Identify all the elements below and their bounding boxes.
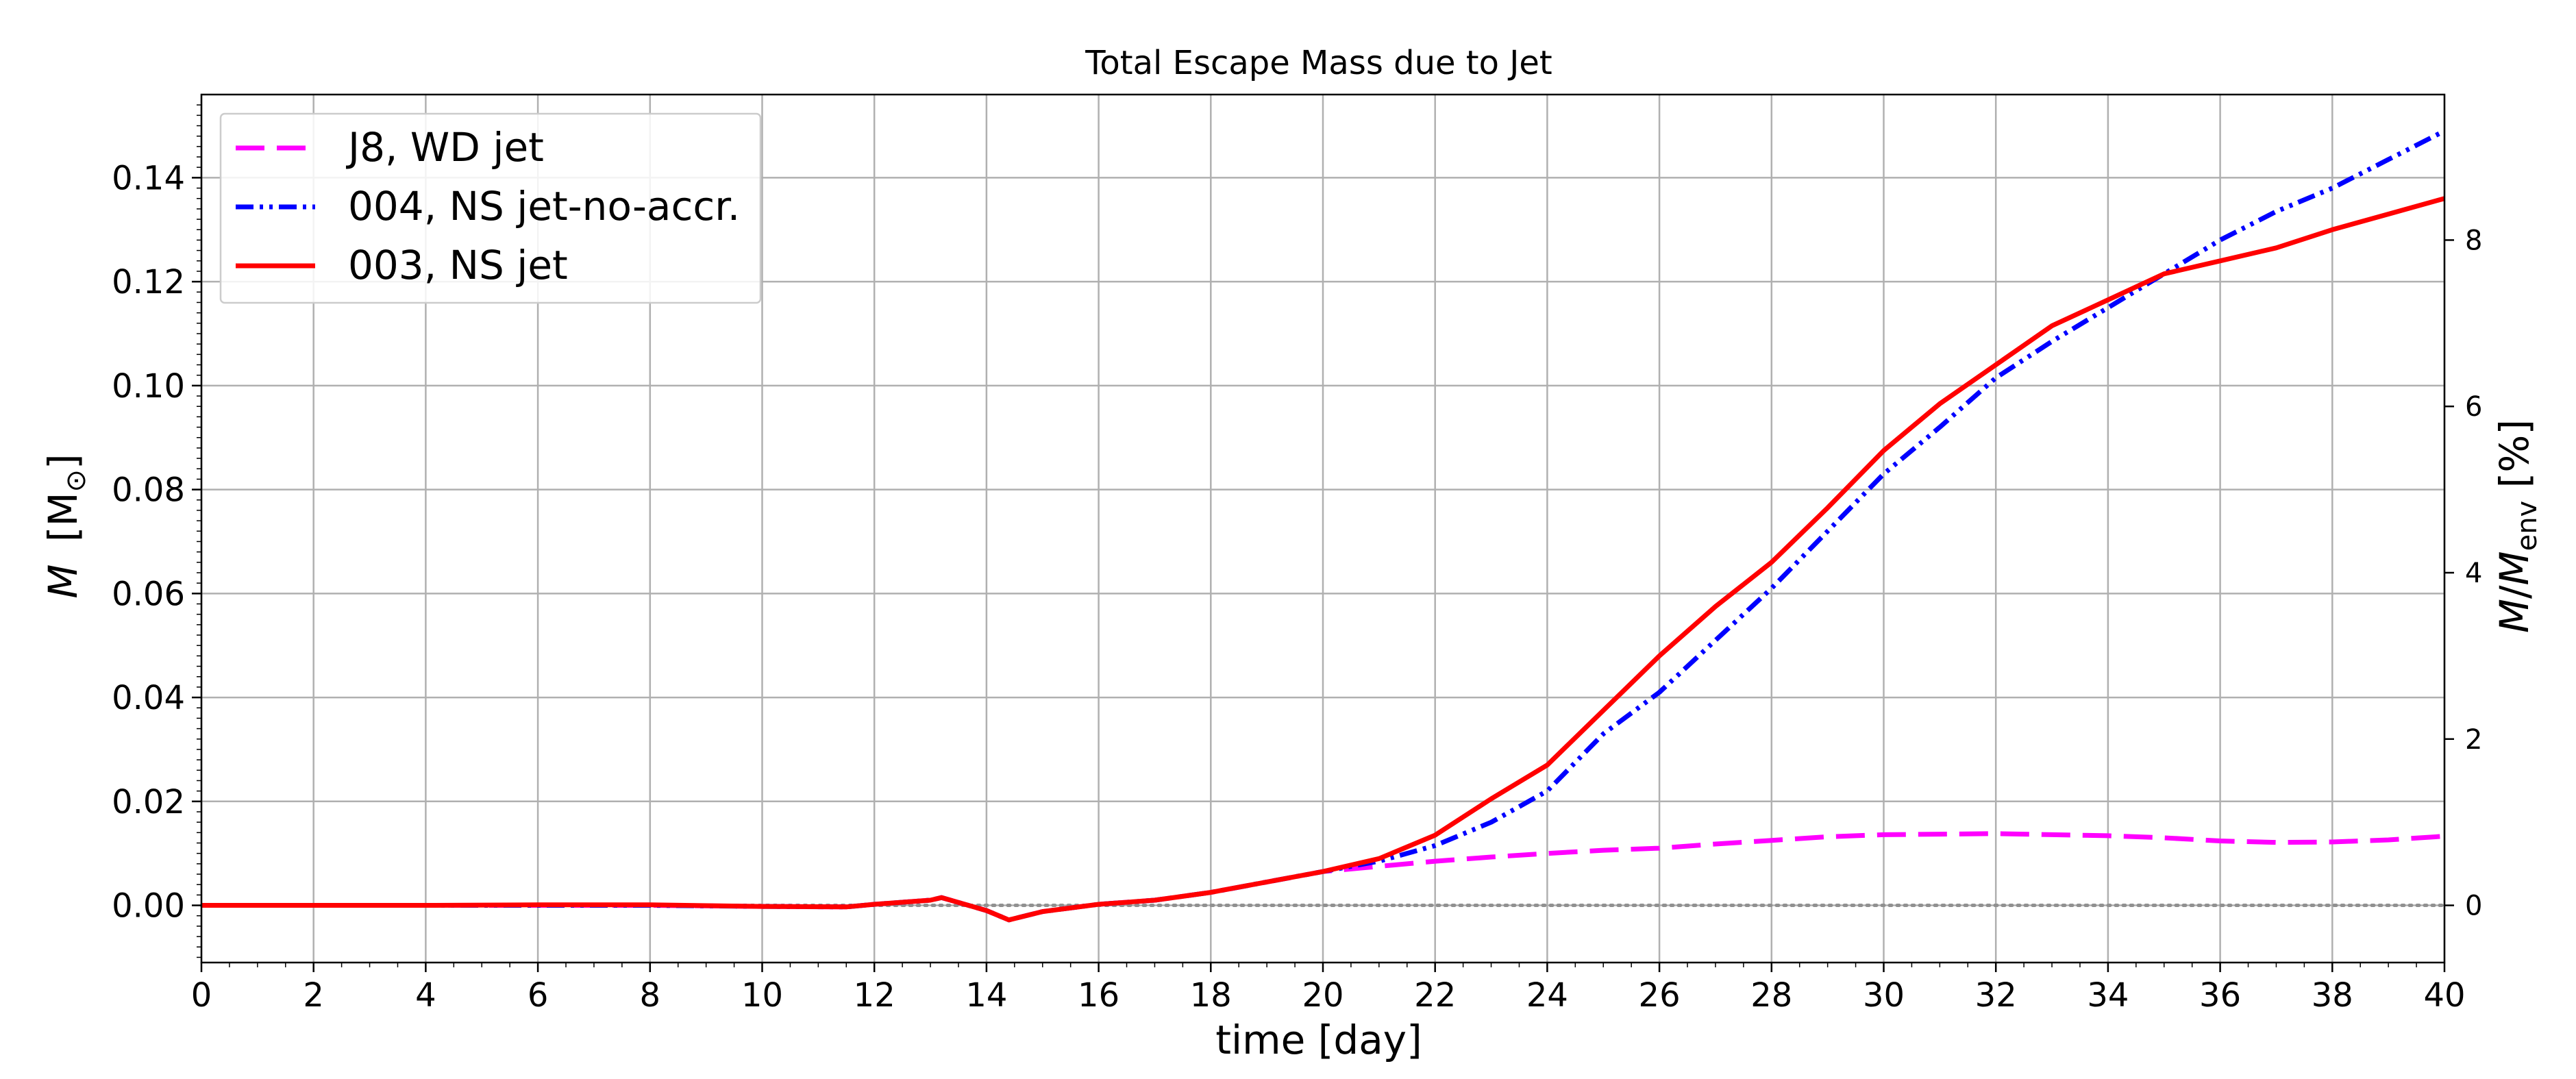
x-tick-label: 14 [965, 976, 1007, 1015]
x-tick-label: 8 [640, 976, 661, 1015]
y-right-tick-label: 4 [2465, 558, 2482, 589]
x-tick-label: 38 [2312, 976, 2353, 1015]
series-line-2 [201, 196, 2445, 923]
y-right-tick-label: 6 [2465, 391, 2482, 423]
y-tick-label: 0.08 [112, 471, 185, 510]
x-tick-label: 18 [1190, 976, 1232, 1015]
legend-box [219, 112, 762, 304]
x-tick-label: 28 [1750, 976, 1792, 1015]
legend: J8, WD jet 004, NS jet-no-accr. 003, NS … [219, 112, 762, 304]
y-right-tick-label: 0 [2465, 891, 2482, 922]
y-right-unit: [%] [2491, 419, 2538, 501]
x-tick-label: 10 [741, 976, 783, 1015]
x-tick-label: 32 [1975, 976, 2017, 1015]
x-tick-label: 34 [2087, 976, 2129, 1015]
y-left-close: ] [40, 454, 86, 469]
x-axis-label: time [day] [1215, 1017, 1422, 1063]
y-tick-label: 0.00 [112, 887, 185, 926]
series-line-0 [201, 831, 2445, 923]
y-right-sub: env [2512, 501, 2543, 551]
x-tick-label: 12 [854, 976, 895, 1015]
x-tick-label: 16 [1078, 976, 1119, 1015]
y-tick-label: 0.12 [112, 263, 185, 301]
x-tick-label: 4 [415, 976, 436, 1015]
x-tick-label: 20 [1302, 976, 1343, 1015]
x-tick-label: 36 [2199, 976, 2241, 1015]
x-tick-label: 6 [528, 976, 549, 1015]
y-left-sub: ⊙ [60, 469, 92, 493]
chart-title: Total Escape Mass due to Jet [1085, 44, 1552, 82]
y-tick-label: 0.02 [112, 783, 185, 821]
x-tick-label: 2 [303, 976, 324, 1015]
y-right-sep: / [2491, 585, 2538, 599]
x-tick-label: 40 [2423, 976, 2465, 1015]
y-tick-label: 0.10 [112, 367, 185, 406]
x-ticks: 0 2 4 6 8 10 12 14 16 18 20 22 24 26 28 30 32 34 36 38 40 [191, 963, 2466, 1015]
y-tick-label: 0.14 [112, 159, 185, 197]
x-tick-label: 30 [1863, 976, 1905, 1015]
y-right-num: M [2491, 599, 2538, 633]
y-right-tick-label: 8 [2465, 225, 2482, 256]
y-ticks-right: 0 2 4 6 8 [2444, 225, 2482, 922]
y-axis-label-left: M [M⊙] [40, 454, 92, 598]
x-tick-label: 22 [1414, 976, 1456, 1015]
y-right-tick-label: 2 [2465, 724, 2482, 756]
y-tick-label: 0.06 [112, 575, 185, 613]
series-layer [201, 128, 2446, 923]
y-right-den: M [2491, 551, 2538, 585]
x-tick-label: 0 [191, 976, 212, 1015]
x-tick-label: 24 [1526, 976, 1568, 1015]
y-tick-label: 0.04 [112, 679, 185, 717]
y-axis-label-right: M/Menv [%] [2491, 419, 2543, 633]
y-ticks: 0.00 0.02 0.04 0.06 0.08 0.10 0.12 0.14 [112, 104, 201, 958]
y-left-unit: [M [40, 493, 86, 543]
x-tick-label: 26 [1639, 976, 1681, 1015]
y-left-symbol: M [40, 565, 86, 599]
legend-label-ns-jet-no-accr: 004, NS jet-no-accr. [348, 183, 740, 230]
legend-label-wd-jet: J8, WD jet [346, 124, 544, 171]
legend-label-ns-jet: 003, NS jet [348, 242, 568, 288]
